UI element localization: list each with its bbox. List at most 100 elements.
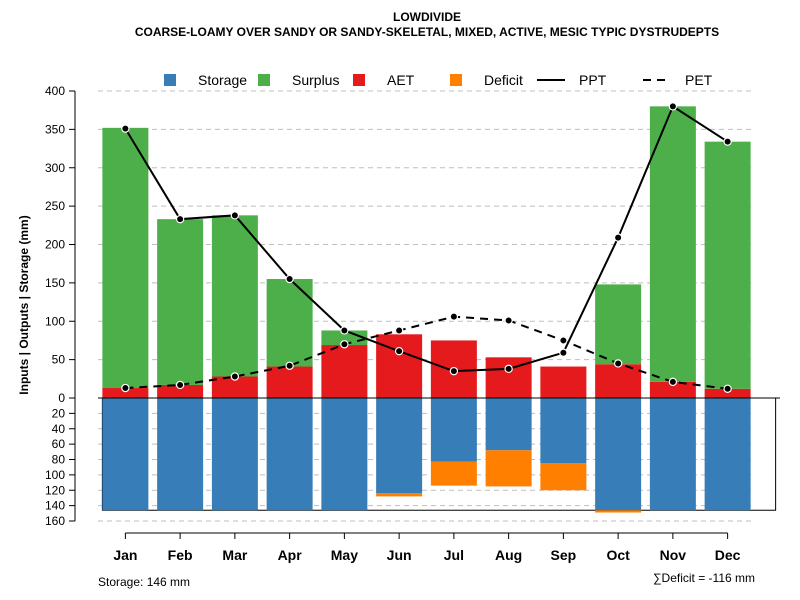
legend-label-aet: AET xyxy=(387,72,415,88)
y-tick-label-upper-100: 100 xyxy=(45,314,65,328)
x-tick-label-nov: Nov xyxy=(660,547,687,563)
y-tick-label-upper-300: 300 xyxy=(45,161,65,175)
point-ppt-nov xyxy=(668,102,678,111)
series-lines xyxy=(121,102,732,393)
bar-deficit-aug xyxy=(485,450,532,487)
point-pet-jul xyxy=(449,312,459,321)
bar-aet-sep xyxy=(540,366,587,398)
point-pet-feb xyxy=(175,380,185,390)
bar-aet-jan xyxy=(102,388,149,398)
bar-surplus-oct xyxy=(595,284,642,365)
legend-swatch-deficit xyxy=(450,74,462,86)
bar-storage-jan xyxy=(102,398,149,511)
bar-storage-mar xyxy=(211,398,258,511)
y-tick-label-lower-60: 60 xyxy=(52,437,66,451)
point-pet-jan xyxy=(121,383,130,393)
legend-swatch-aet xyxy=(353,74,365,86)
point-ppt-mar xyxy=(230,211,240,220)
chart-subtitle: COARSE-LOAMY OVER SANDY OR SANDY-SKELETA… xyxy=(135,25,719,39)
point-ppt-apr xyxy=(285,274,294,284)
point-pet-oct xyxy=(613,359,623,368)
y-tick-label-lower-140: 140 xyxy=(45,499,65,513)
x-tick-label-mar: Mar xyxy=(222,547,247,563)
point-ppt-may xyxy=(340,326,349,335)
gridlines xyxy=(98,90,755,522)
x-tick-label-jan: Jan xyxy=(113,547,137,563)
bar-storage-nov xyxy=(649,398,696,511)
x-tick-label-oct: Oct xyxy=(606,547,630,563)
bar-surplus-dec xyxy=(704,141,751,389)
point-ppt-jan xyxy=(121,124,130,133)
bar-storage-jul xyxy=(430,398,477,462)
bar-aet-nov xyxy=(649,381,696,398)
bar-aet-jun xyxy=(376,334,423,398)
line-ppt xyxy=(124,104,729,373)
y-tick-label-upper-50: 50 xyxy=(52,353,66,367)
line-pet xyxy=(125,315,728,390)
x-tick-label-aug: Aug xyxy=(495,547,522,563)
y-tick-label-lower-100: 100 xyxy=(45,468,65,482)
point-ppt-jun xyxy=(394,346,404,356)
x-tick-label-jun: Jun xyxy=(387,547,412,563)
legend-swatch-storage xyxy=(164,74,176,86)
y-tick-label-upper-150: 150 xyxy=(45,276,65,290)
point-ppt-jul xyxy=(449,366,459,376)
bar-aet-apr xyxy=(266,366,313,398)
x-tick-label-dec: Dec xyxy=(715,547,741,563)
legend: Storage Surplus AET Deficit PPT PET xyxy=(164,72,713,88)
deficit-sum-footnote: ∑Deficit = -116 mm xyxy=(653,571,755,585)
legend-swatch-surplus xyxy=(258,74,270,86)
bar-storage-aug xyxy=(485,398,532,451)
x-tick-label-jul: Jul xyxy=(444,547,464,563)
bar-storage-may xyxy=(321,398,368,511)
bar-surplus-feb xyxy=(157,219,204,385)
bar-storage-oct xyxy=(595,398,642,511)
bar-surplus-apr xyxy=(266,279,313,367)
bar-storage-dec xyxy=(704,398,751,511)
point-ppt-oct xyxy=(613,233,623,242)
bar-storage-apr xyxy=(266,398,313,511)
x-tick-label-apr: Apr xyxy=(278,547,303,563)
y-tick-label-lower-40: 40 xyxy=(52,422,66,436)
storage-footnote: Storage: 146 mm xyxy=(98,575,190,589)
y-tick-label-upper-350: 350 xyxy=(45,122,65,136)
y-tick-label-upper-0: 0 xyxy=(58,391,65,405)
point-ppt-dec xyxy=(723,137,732,146)
bar-deficit-jun xyxy=(376,493,423,497)
bar-aet-mar xyxy=(211,376,258,398)
bar-aet-may xyxy=(321,345,368,398)
bar-storage-jun xyxy=(376,398,423,494)
point-pet-may xyxy=(340,340,349,349)
bar-aet-oct xyxy=(595,364,642,398)
bars xyxy=(101,106,777,513)
bar-aet-feb xyxy=(157,384,204,398)
legend-label-ppt: PPT xyxy=(579,72,607,88)
bar-storage-feb xyxy=(157,398,204,511)
point-pet-dec xyxy=(723,384,732,393)
point-pet-nov xyxy=(668,377,678,387)
bar-aet-dec xyxy=(704,388,751,398)
legend-label-surplus: Surplus xyxy=(292,72,339,88)
y-tick-label-lower-160: 160 xyxy=(45,514,65,528)
bar-surplus-jan xyxy=(102,127,149,389)
bar-storage-sep xyxy=(540,398,587,464)
point-pet-aug xyxy=(504,316,513,325)
legend-label-pet: PET xyxy=(685,72,713,88)
point-pet-jun xyxy=(394,326,404,335)
point-ppt-feb xyxy=(175,214,185,224)
chart-title: LOWDIVIDE xyxy=(393,10,461,24)
point-pet-mar xyxy=(230,372,240,381)
y-tick-label-lower-80: 80 xyxy=(52,453,66,467)
bar-deficit-jul xyxy=(430,461,477,486)
bar-deficit-sep xyxy=(540,463,587,491)
y-axis-label: Inputs | Outputs | Storage (mm) xyxy=(17,215,31,394)
point-pet-apr xyxy=(285,361,294,370)
bar-surplus-mar xyxy=(211,215,258,377)
y-tick-label-upper-200: 200 xyxy=(45,238,65,252)
y-tick-label-lower-120: 120 xyxy=(45,483,65,497)
legend-label-storage: Storage xyxy=(198,72,247,88)
point-ppt-aug xyxy=(504,364,513,374)
y-tick-label-lower-20: 20 xyxy=(52,406,66,420)
axes: 0501001502002503003504002040608010012014… xyxy=(45,84,780,563)
